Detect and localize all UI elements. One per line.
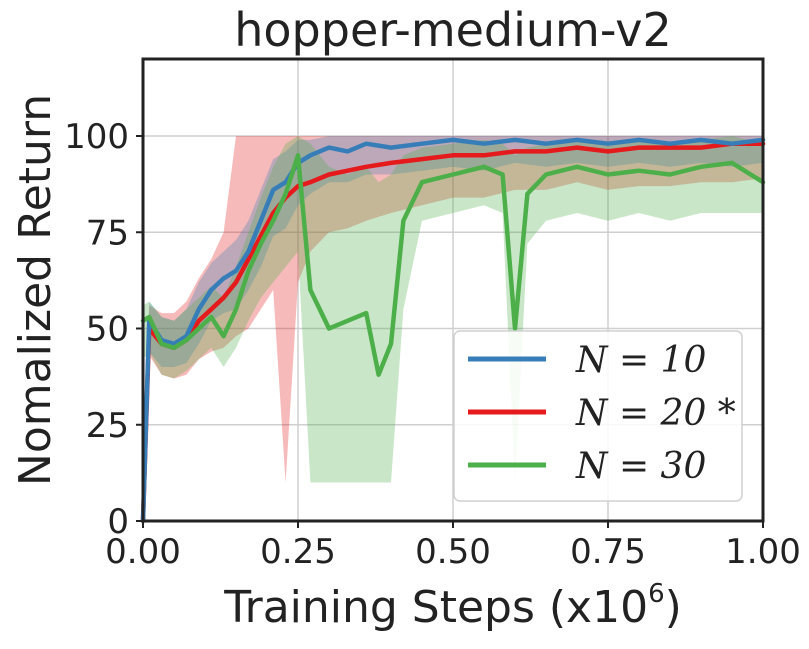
- series-line: [140, 137, 766, 524]
- x-axis-label-exponent: 6: [648, 579, 665, 609]
- y-tick-label: 75: [86, 213, 129, 253]
- x-axis-label-close: ): [665, 582, 682, 633]
- legend-label-n30: N = 30: [575, 446, 706, 487]
- legend-box: [453, 330, 743, 502]
- x-tick-label: 0.00: [105, 532, 181, 572]
- x-axis-label: Training Steps (x106): [223, 579, 682, 633]
- confidence-bands: [143, 136, 763, 521]
- y-tick-label: 25: [86, 406, 129, 446]
- x-tick-label: 0.75: [570, 532, 646, 572]
- legend: N = 10 N = 20 * N = 30: [453, 330, 743, 502]
- y-axis-label: Nomalized Return: [10, 94, 61, 486]
- x-tick-label: 1.00: [725, 532, 801, 572]
- x-tick-label: 0.25: [260, 532, 336, 572]
- x-tick-label: 0.50: [415, 532, 491, 572]
- legend-label-n20: N = 20 *: [575, 393, 736, 434]
- legend-label-n10: N = 10: [575, 340, 706, 381]
- axis-ticks: 0.00 0.25 0.50 0.75 1.00 0 25 50 75 100: [64, 117, 801, 572]
- y-tick-label: 50: [86, 310, 129, 350]
- y-tick-label: 0: [107, 502, 129, 542]
- series-line: [140, 141, 766, 524]
- confidence-band: [143, 136, 763, 483]
- y-tick-label: 100: [64, 117, 129, 157]
- series-lines: [140, 137, 766, 524]
- series-line: [140, 153, 766, 377]
- confidence-band: [143, 136, 763, 521]
- x-axis-label-main: Training Steps (x10: [223, 582, 648, 633]
- chart-title: hopper-medium-v2: [234, 3, 671, 57]
